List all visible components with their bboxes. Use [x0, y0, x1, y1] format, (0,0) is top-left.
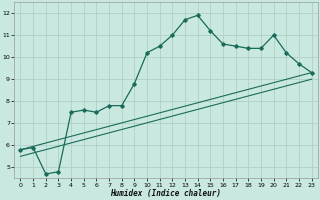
- X-axis label: Humidex (Indice chaleur): Humidex (Indice chaleur): [110, 189, 221, 198]
